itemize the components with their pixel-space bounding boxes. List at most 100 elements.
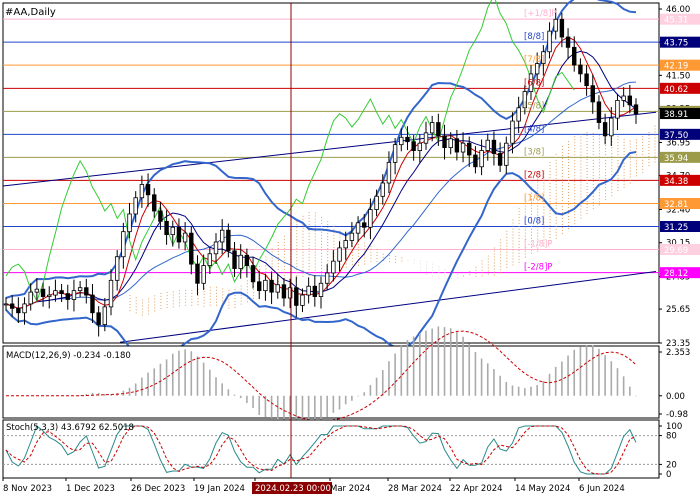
cloud-dot: [549, 168, 551, 170]
cloud-dot: [302, 215, 304, 217]
cloud-dot: [277, 275, 279, 276]
cloud-dot: [438, 272, 440, 274]
cloud-dot: [549, 195, 551, 197]
cloud-dot: [568, 162, 570, 163]
candle-body: [349, 232, 355, 241]
cloud-dot: [568, 207, 570, 208]
cloud-dot: [592, 174, 594, 176]
cloud-dot: [617, 148, 619, 150]
cloud-dot: [592, 195, 594, 197]
cloud-dot: [234, 297, 236, 299]
cloud-dot: [561, 218, 563, 220]
cloud-dot: [277, 269, 279, 270]
cloud-dot: [148, 304, 150, 306]
candle-body: [559, 18, 565, 38]
candle-body: [213, 241, 219, 255]
cloud-dot: [642, 156, 644, 158]
cloud-dot: [327, 263, 329, 265]
cloud-dot: [283, 262, 285, 264]
cloud-dot: [629, 155, 631, 157]
cloud-dot: [605, 196, 607, 198]
cloud-dot: [419, 266, 421, 268]
cloud-dot: [493, 250, 495, 252]
cloud-dot: [537, 211, 539, 213]
cloud-dot: [574, 172, 576, 174]
cloud-dot: [277, 260, 279, 261]
cloud-dot: [561, 170, 563, 172]
cloud-dot: [512, 219, 514, 221]
cloud-dot: [524, 247, 526, 249]
cloud-dot: [265, 256, 267, 258]
candle-body: [337, 247, 342, 262]
candle-body: [59, 290, 64, 295]
cloud-dot: [246, 289, 248, 291]
candle-body: [287, 287, 293, 299]
bollinger-lower: [5, 151, 637, 362]
cloud-dot: [185, 295, 187, 297]
cloud-dot: [308, 250, 310, 252]
cloud-dot: [617, 136, 619, 138]
cloud-dot: [598, 195, 600, 197]
stoch-k-line: [5, 425, 637, 475]
cloud-dot: [129, 298, 131, 300]
cloud-dot: [524, 196, 526, 198]
cloud-dot: [376, 249, 378, 250]
cloud-dot: [617, 166, 619, 168]
cloud-dot: [129, 307, 131, 309]
macd-signal-path: [6, 330, 637, 422]
cloud-dot: [598, 174, 600, 176]
cloud-dot: [580, 208, 582, 210]
cloud-dot: [623, 162, 625, 164]
cloud-dot: [561, 146, 563, 148]
cloud-dot: [586, 147, 588, 148]
candle-body: [189, 232, 194, 265]
candle-body: [96, 312, 101, 325]
cloud-dot: [209, 304, 211, 306]
cloud-dot: [568, 195, 570, 196]
cloud-dot: [549, 234, 551, 236]
cloud-dot: [524, 199, 526, 201]
cloud-dot: [358, 246, 360, 248]
cloud-dot: [178, 293, 180, 295]
cloud-dot: [537, 178, 539, 180]
cloud-dot: [598, 138, 600, 140]
cloud-dot: [358, 264, 360, 266]
cloud-dot: [314, 257, 316, 259]
cloud-dot: [327, 266, 329, 268]
candle-body: [34, 288, 40, 293]
candle-body: [40, 288, 46, 297]
cloud-dot: [302, 266, 304, 268]
cloud-dot: [518, 207, 520, 209]
cloud-dot: [568, 222, 570, 223]
cloud-dot: [228, 289, 230, 291]
cloud-dot: [555, 234, 557, 236]
cloud-dot: [327, 221, 329, 223]
cloud-dot: [574, 166, 576, 168]
cloud-dot: [524, 217, 526, 219]
cloud-dot: [611, 165, 613, 167]
cloud-dot: [246, 283, 248, 285]
candle-body: [232, 250, 237, 269]
cloud-dot: [543, 215, 545, 217]
cloud-dot: [636, 160, 637, 162]
candle-body: [590, 85, 595, 103]
candle-body: [491, 139, 497, 154]
cloud-dot: [598, 135, 600, 137]
cloud-dot: [487, 258, 489, 260]
cloud-dot: [358, 255, 360, 257]
cloud-dot: [506, 251, 508, 253]
cloud-dot: [512, 234, 514, 236]
cloud-dot: [642, 162, 644, 164]
candle-body: [170, 226, 175, 236]
cloud-dot: [592, 207, 594, 209]
cloud-dot: [580, 172, 582, 174]
price-badge-label: 45.31: [664, 16, 688, 26]
candle-body: [479, 150, 484, 168]
cloud-dot: [277, 251, 279, 252]
cloud-dot: [611, 192, 613, 194]
cloud-dot: [308, 244, 310, 246]
cloud-dot: [568, 147, 570, 148]
price-tick-label: 41.50: [666, 71, 690, 81]
cloud-dot: [228, 301, 230, 303]
cloud-dot: [506, 266, 508, 268]
